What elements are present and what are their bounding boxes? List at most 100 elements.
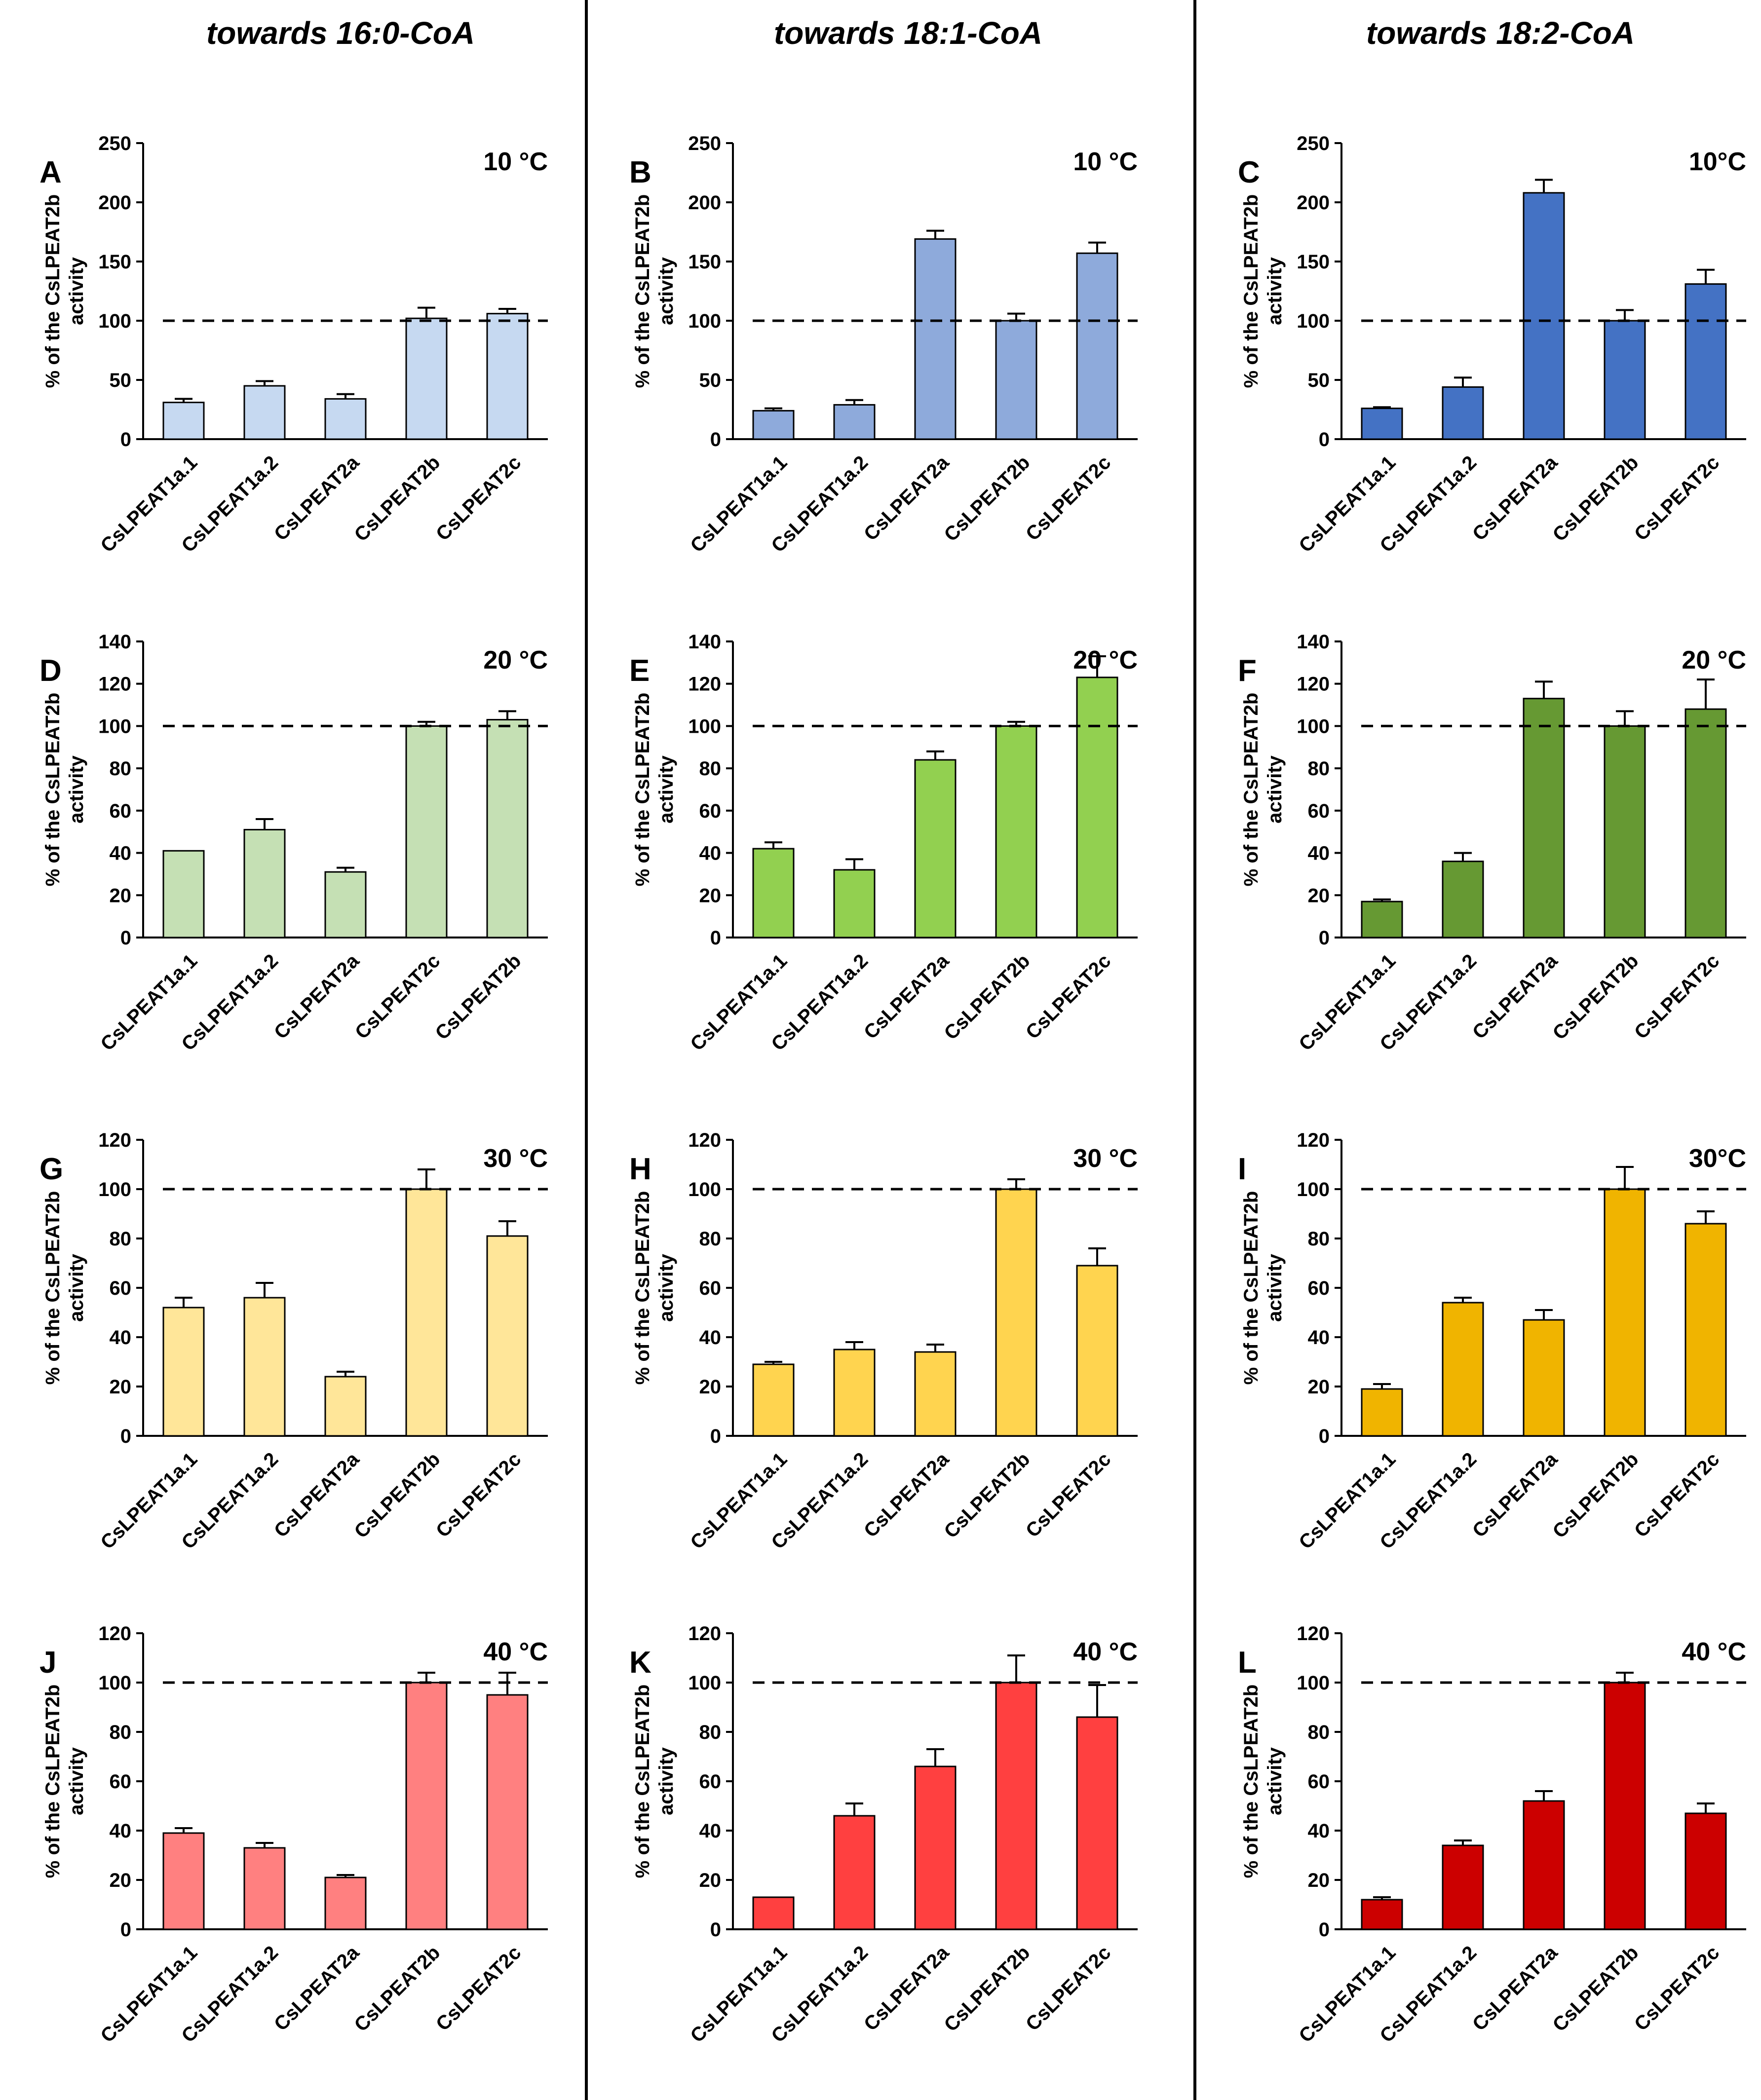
y-tick-label: 140: [1297, 631, 1330, 653]
bar-CsLPEAT2b: [405, 1188, 448, 1437]
y-tick-label: 50: [699, 370, 722, 391]
chart-panel-H: 0 20 40 60 80 100 120 % of the CsLPEAT2b activit…: [629, 1129, 1138, 1553]
bar-CsLPEAT1a.1: [1361, 1388, 1403, 1437]
bar-CsLPEAT2b: [1604, 320, 1646, 440]
bar-CsLPEAT1a.1: [1361, 900, 1403, 938]
bar-CsLPEAT2a: [914, 238, 957, 440]
bar-CsLPEAT1a.1: [1361, 408, 1403, 440]
x-tick-label: CsLPEAT2a: [860, 950, 954, 1044]
temperature-label: 30 °C: [483, 1144, 548, 1173]
chart-panel-D: 0 20 40 60 80 100 120 140 % of the CsLPEAT2b acti…: [39, 631, 548, 1055]
x-tick-label: CsLPEAT2b: [940, 451, 1034, 546]
temperature-label: 30°C: [1689, 1144, 1746, 1173]
panel-letter: K: [629, 1646, 651, 1680]
x-tick-label: CsLPEAT2b: [940, 1448, 1034, 1542]
y-tick-label: 60: [110, 1277, 132, 1299]
y-tick-label: 60: [699, 1277, 722, 1299]
y-tick-label: 0: [1319, 1919, 1330, 1941]
y-tick-label: 40: [1308, 1327, 1330, 1349]
y-tick-label: 100: [1297, 310, 1330, 332]
bar-CsLPEAT2a: [1523, 1800, 1565, 1930]
bar-CsLPEAT2a: [1523, 192, 1565, 440]
y-tick-label: 120: [1297, 674, 1330, 695]
x-tick-label: CsLPEAT2c: [1630, 451, 1723, 545]
y-axis-label: % of the CsLPEAT2b activity: [42, 1685, 87, 1878]
temperature-label: 10 °C: [483, 148, 548, 176]
y-tick-label: 150: [688, 251, 721, 273]
y-tick-label: 40: [110, 1820, 132, 1842]
bar-CsLPEAT2b: [995, 1682, 1037, 1930]
y-tick-label: 140: [98, 631, 131, 653]
bar-CsLPEAT1a.1: [752, 410, 795, 440]
y-tick-label: 40: [1308, 843, 1330, 864]
y-tick-label: 20: [1308, 1376, 1330, 1398]
x-tick-label: CsLPEAT2b: [431, 950, 525, 1044]
panel-letter: B: [629, 155, 651, 189]
y-tick-label: 100: [1297, 1672, 1330, 1694]
y-tick-label: 40: [699, 843, 722, 864]
y-tick-label: 250: [688, 133, 721, 154]
bar-CsLPEAT1a.1: [1361, 1899, 1403, 1930]
y-tick-label: 0: [1319, 927, 1330, 949]
x-tick-label: CsLPEAT2a: [270, 451, 364, 545]
y-tick-label: 120: [1297, 1129, 1330, 1151]
x-tick-label: CsLPEAT2c: [1630, 1942, 1723, 2035]
y-tick-label: 20: [110, 1870, 132, 1891]
bar-CsLPEAT1a.1: [752, 1896, 795, 1930]
x-tick-label: CsLPEAT2a: [860, 1448, 954, 1542]
y-tick-label: 120: [688, 674, 721, 695]
x-tick-label: CsLPEAT2a: [860, 1942, 954, 2035]
y-tick-label: 0: [120, 1919, 131, 1941]
x-tick-label: CsLPEAT2b: [350, 1942, 444, 2036]
bar-CsLPEAT1a.1: [162, 850, 205, 938]
y-axis-label: % of the CsLPEAT2b activity: [632, 1191, 677, 1385]
bar-CsLPEAT1a.2: [1442, 861, 1484, 938]
y-tick-label: 100: [98, 310, 131, 332]
y-tick-label: 60: [110, 1771, 132, 1793]
chart-panel-E: 0 20 40 60 80 100 120 140 % of the CsLPEAT2b acti…: [629, 631, 1138, 1055]
y-tick-label: 120: [688, 1129, 721, 1151]
y-axis-label: % of the CsLPEAT2b activity: [42, 194, 87, 388]
temperature-label: 30 °C: [1073, 1144, 1138, 1173]
x-tick-label: CsLPEAT2a: [1468, 950, 1562, 1044]
bar-CsLPEAT1a.2: [833, 1349, 876, 1437]
y-axis-label: % of the CsLPEAT2b activity: [1240, 1685, 1286, 1878]
bar-CsLPEAT2a: [324, 398, 367, 440]
y-tick-label: 140: [688, 631, 721, 653]
bar-CsLPEAT1a.2: [833, 869, 876, 938]
y-tick-label: 250: [1297, 133, 1330, 154]
x-tick-label: CsLPEAT2c: [1022, 1942, 1115, 2035]
y-tick-label: 60: [699, 800, 722, 822]
bar-CsLPEAT2c: [486, 1235, 529, 1437]
bar-CsLPEAT1a.2: [833, 1815, 876, 1930]
y-tick-label: 20: [110, 1376, 132, 1398]
y-tick-label: 50: [1308, 370, 1330, 391]
chart-panel-A: 0 50 100 150 200 250 % of the CsLPEAT2b activit…: [39, 133, 548, 557]
panel-letter: F: [1238, 654, 1257, 688]
y-tick-label: 40: [699, 1327, 722, 1349]
y-tick-label: 40: [699, 1820, 722, 1842]
y-tick-label: 80: [110, 758, 132, 780]
bar-CsLPEAT1a.1: [162, 1832, 205, 1930]
bar-CsLPEAT1a.2: [1442, 386, 1484, 440]
x-tick-label: CsLPEAT2c: [351, 950, 444, 1043]
y-axis-label: % of the CsLPEAT2b activity: [632, 1685, 677, 1878]
y-tick-label: 50: [110, 370, 132, 391]
temperature-label: 10 °C: [1073, 148, 1138, 176]
y-axis-label: % of the CsLPEAT2b activity: [1240, 194, 1286, 388]
bar-CsLPEAT2a: [324, 871, 367, 938]
y-tick-label: 60: [110, 800, 132, 822]
chart-panel-F: 0 20 40 60 80 100 120 140 % of the CsLPEAT2b acti…: [1238, 631, 1746, 1055]
y-tick-label: 250: [98, 133, 131, 154]
y-tick-label: 150: [1297, 251, 1330, 273]
y-tick-label: 80: [699, 1722, 722, 1743]
y-tick-label: 40: [110, 843, 132, 864]
bar-CsLPEAT1a.1: [162, 1307, 205, 1437]
bar-CsLPEAT1a.1: [752, 1363, 795, 1437]
bar-CsLPEAT2b: [1604, 1188, 1646, 1437]
bar-CsLPEAT2a: [914, 1351, 957, 1437]
bar-CsLPEAT2b: [995, 725, 1037, 938]
y-tick-label: 20: [699, 1870, 722, 1891]
y-tick-label: 60: [1308, 800, 1330, 822]
y-tick-label: 200: [98, 192, 131, 214]
